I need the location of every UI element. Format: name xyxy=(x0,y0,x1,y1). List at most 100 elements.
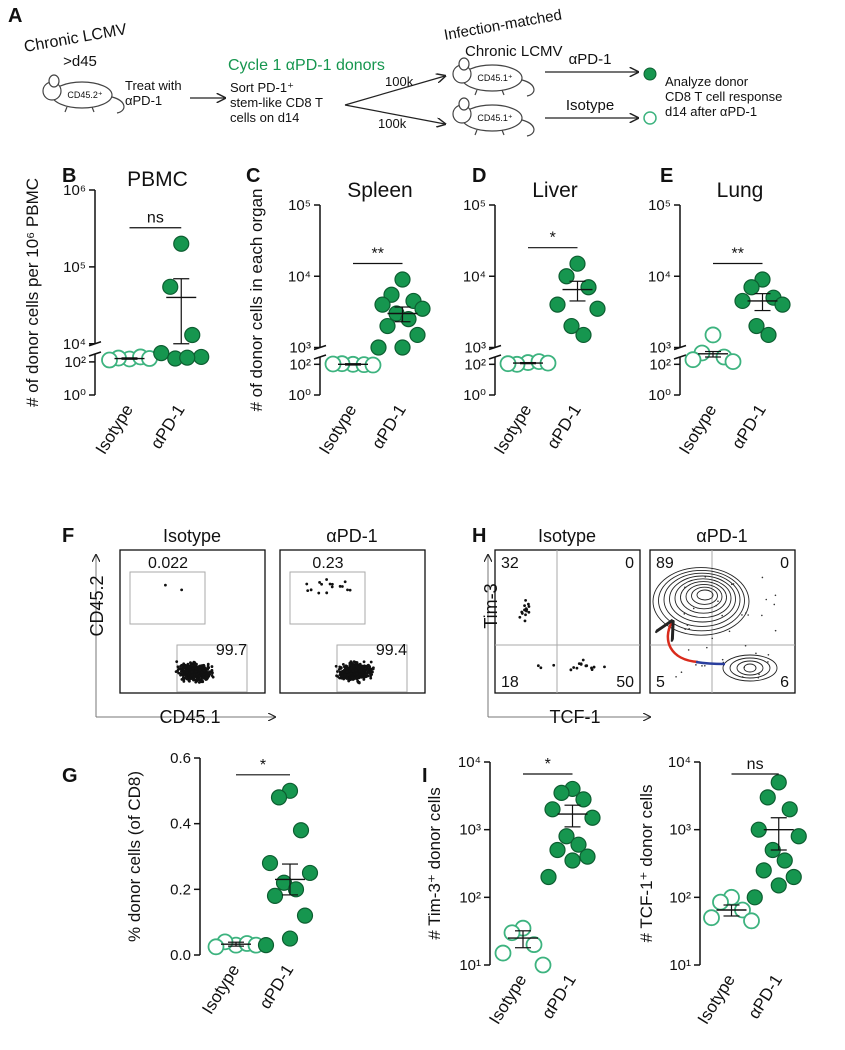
event-dot xyxy=(325,578,329,581)
event-dot xyxy=(200,670,204,674)
event-dot xyxy=(176,669,179,673)
data-point xyxy=(703,909,720,927)
flow-axis-label: CD45.1 xyxy=(159,707,220,727)
y-tick-label: 10² xyxy=(289,356,311,373)
trajectory-arrow xyxy=(668,622,699,664)
event-dot xyxy=(369,676,373,680)
event-dot xyxy=(569,668,573,672)
significance-label: ns xyxy=(147,210,164,227)
event-dot xyxy=(345,667,349,671)
event-dot xyxy=(357,680,361,684)
contour xyxy=(680,581,727,614)
event-dot xyxy=(732,583,735,585)
event-dot xyxy=(372,666,375,670)
chart-title: Liver xyxy=(532,179,578,202)
data-point xyxy=(173,235,190,252)
y-tick-label: 10⁴ xyxy=(63,336,86,353)
event-dot xyxy=(575,666,579,670)
y-tick-label: 10⁰ xyxy=(288,387,311,404)
event-dot xyxy=(773,603,776,606)
event-dot xyxy=(202,673,206,676)
event-dot xyxy=(355,662,358,666)
data-point xyxy=(400,311,417,328)
flow-plot xyxy=(119,549,266,694)
event-dot xyxy=(348,678,352,682)
event-dot xyxy=(721,614,723,617)
event-dot xyxy=(341,669,345,673)
chart-title: Spleen xyxy=(347,179,412,202)
event-dot xyxy=(181,673,185,677)
event-dot xyxy=(306,589,310,593)
event-dot xyxy=(348,588,352,592)
event-dot xyxy=(745,612,747,614)
event-dot xyxy=(765,598,768,601)
event-dot xyxy=(194,680,198,684)
event-dot xyxy=(767,653,770,656)
x-tick-label: Isotype xyxy=(694,971,739,1028)
event-dot xyxy=(584,664,588,668)
event-dot xyxy=(204,675,208,679)
data-point xyxy=(364,356,382,374)
event-dot xyxy=(369,669,373,673)
flow-title: αPD-1 xyxy=(696,526,747,546)
y-tick-label: 10⁵ xyxy=(63,259,86,276)
data-point xyxy=(770,774,787,791)
axis-break xyxy=(88,351,102,357)
event-dot xyxy=(520,612,524,615)
flow-plot xyxy=(649,549,796,694)
contour xyxy=(663,572,741,627)
event-dot xyxy=(687,649,690,651)
schematic-text: cells on d14 xyxy=(230,110,299,125)
event-dot xyxy=(741,614,743,616)
event-dot xyxy=(180,588,184,592)
contour xyxy=(722,654,778,682)
data-point xyxy=(774,296,791,313)
event-dot xyxy=(194,666,198,670)
arrow xyxy=(344,76,445,106)
event-dot xyxy=(721,658,724,661)
data-point xyxy=(770,877,787,894)
y-tick-label: 10² xyxy=(464,356,486,373)
schematic-text: CD45.1⁺ xyxy=(477,73,513,83)
event-dot xyxy=(730,583,733,586)
event-dot xyxy=(182,662,186,666)
data-point xyxy=(790,828,807,845)
x-tick-label: αPD-1 xyxy=(256,961,298,1012)
event-dot xyxy=(523,604,526,608)
event-dot xyxy=(339,667,343,670)
panel-label: F xyxy=(62,525,74,547)
event-dot xyxy=(343,673,347,677)
schematic-text: CD45.2⁺ xyxy=(67,90,103,100)
data-point xyxy=(287,881,305,898)
data-point xyxy=(558,828,575,845)
contour xyxy=(674,578,732,619)
schematic-text: d14 after αPD-1 xyxy=(665,104,757,119)
event-dot xyxy=(353,676,356,680)
y-tick-label: 0.0 xyxy=(170,947,191,964)
panel-label: B xyxy=(62,165,76,187)
flow-title: αPD-1 xyxy=(326,526,377,546)
event-dot xyxy=(362,669,366,672)
significance-label: * xyxy=(550,230,556,247)
flow-axis-label: TCF-1 xyxy=(550,707,601,727)
data-point xyxy=(704,326,722,344)
event-dot xyxy=(774,629,777,632)
axis-break xyxy=(313,354,327,360)
event-dot xyxy=(203,666,207,670)
data-point xyxy=(394,339,411,356)
event-dot xyxy=(518,615,522,619)
event-dot xyxy=(755,652,757,655)
event-dot xyxy=(193,673,196,677)
event-dot xyxy=(191,667,195,670)
contour xyxy=(736,660,764,676)
data-point xyxy=(409,326,426,344)
gate xyxy=(129,571,206,625)
event-dot xyxy=(349,672,353,675)
event-dot xyxy=(704,665,706,667)
data-point xyxy=(549,296,566,313)
x-tick-label: αPD-1 xyxy=(728,401,770,452)
data-point xyxy=(370,339,387,356)
axis-break xyxy=(488,354,502,360)
event-dot xyxy=(348,663,352,667)
event-dot xyxy=(330,582,334,586)
